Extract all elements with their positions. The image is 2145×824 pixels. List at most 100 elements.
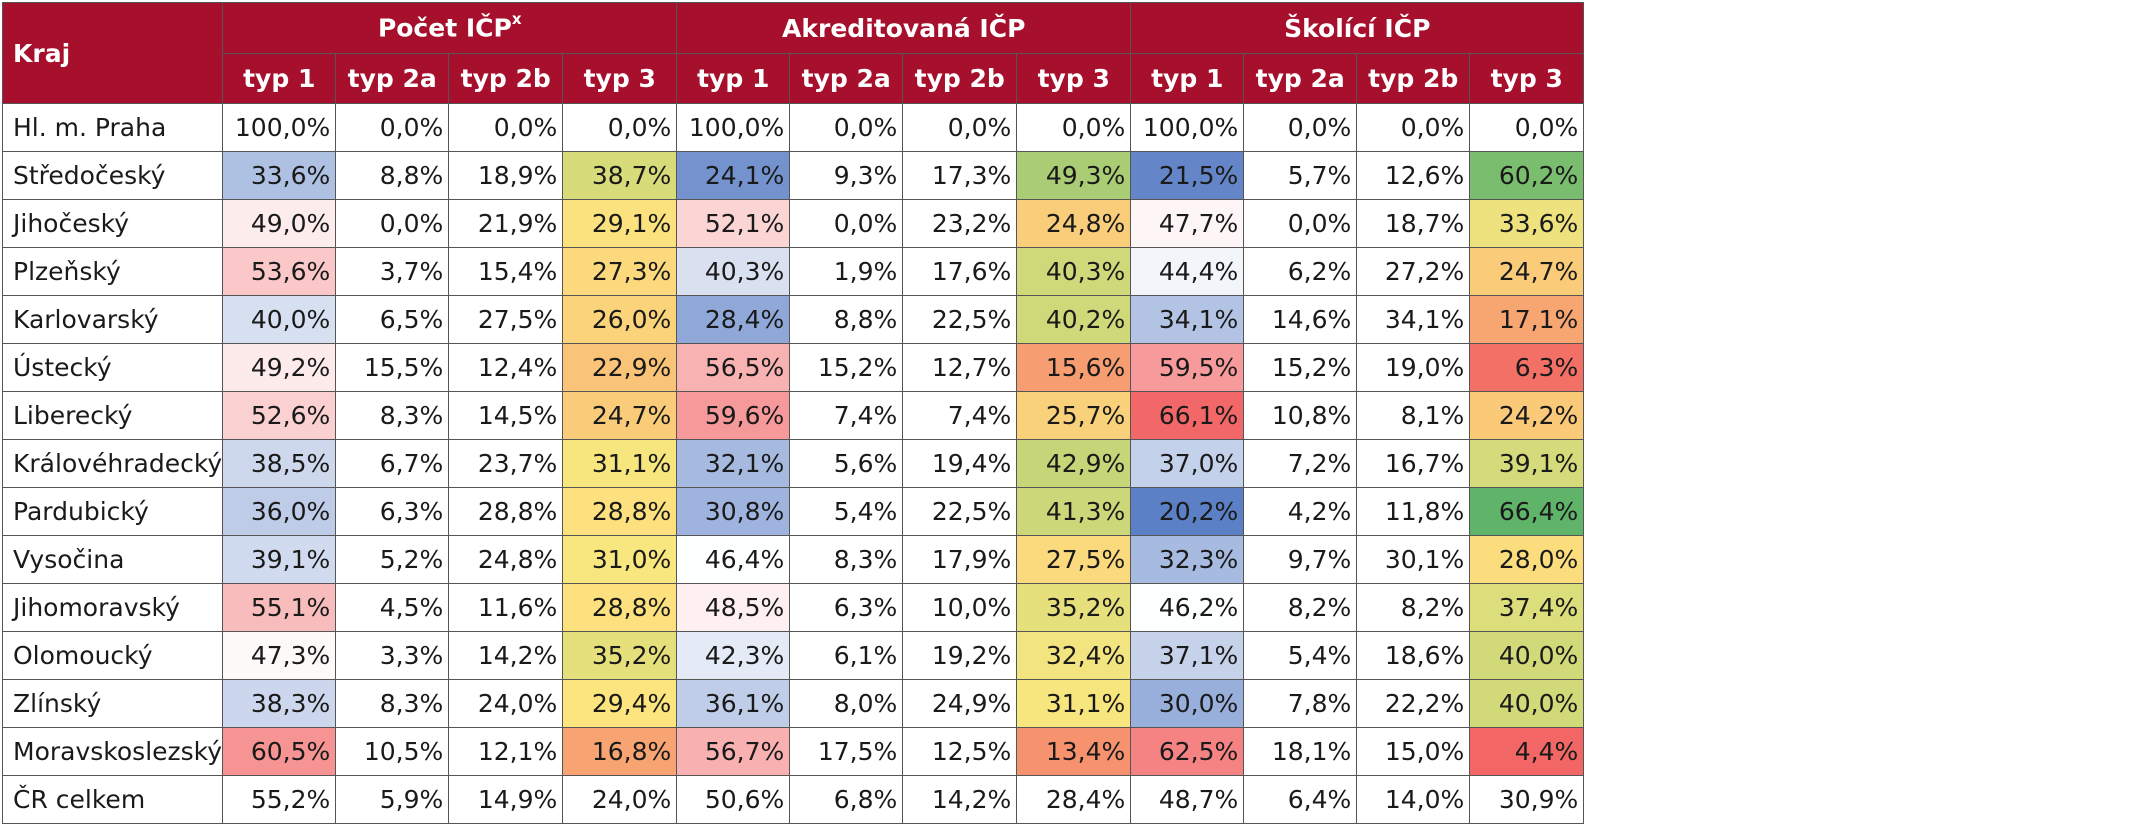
value-cell: 38,5%: [222, 439, 337, 488]
value-cell: 0,0%: [335, 199, 450, 248]
value-cell: 0,0%: [1356, 103, 1471, 152]
value-cell: 56,5%: [676, 343, 791, 392]
value-cell: 8,2%: [1356, 583, 1471, 632]
value-cell: 15,2%: [1243, 343, 1358, 392]
value-cell: 24,0%: [448, 679, 564, 728]
value-cell: 29,4%: [562, 679, 678, 728]
table-row: Hl. m. Praha 100,0% 0,0% 0,0% 0,0% 100,0% 0,0%…: [1, 103, 1585, 152]
value-cell: 28,8%: [562, 487, 678, 536]
column-header: typ 3: [1469, 53, 1585, 104]
table-row: Olomoucký 47,3% 3,3% 14,2% 35,2% 42,3% 6,1% 19,…: [1, 631, 1585, 680]
value-cell: 21,9%: [448, 199, 564, 248]
value-cell: 52,6%: [222, 391, 337, 440]
value-cell: 25,7%: [1016, 391, 1132, 440]
value-cell: 39,1%: [222, 535, 337, 584]
value-cell: 19,4%: [902, 439, 1018, 488]
value-cell: 0,0%: [789, 103, 904, 152]
data-table: Kraj Počet IČPx Akreditovaná IČP Školící…: [1, 2, 1585, 824]
region-cell: Jihomoravský: [1, 583, 224, 632]
table-row: Středočeský 33,6% 8,8% 18,9% 38,7% 24,1% 9,3% 1…: [1, 151, 1585, 200]
value-cell: 17,5%: [789, 727, 904, 776]
value-cell: 31,0%: [562, 535, 678, 584]
value-cell: 3,7%: [335, 247, 450, 296]
value-cell: 37,0%: [1130, 439, 1245, 488]
column-header: typ 2b: [1356, 53, 1471, 104]
value-cell: 11,8%: [1356, 487, 1471, 536]
value-cell: 55,1%: [222, 583, 337, 632]
table-row: Moravskoslezský 60,5% 10,5% 12,1% 16,8% 56,7%…: [1, 727, 1585, 776]
value-cell: 59,6%: [676, 391, 791, 440]
value-cell: 34,1%: [1356, 295, 1471, 344]
value-cell: 28,4%: [676, 295, 791, 344]
value-cell: 9,3%: [789, 151, 904, 200]
value-cell: 56,7%: [676, 727, 791, 776]
value-cell: 18,1%: [1243, 727, 1358, 776]
value-cell: 0,0%: [1016, 103, 1132, 152]
value-cell: 24,1%: [676, 151, 791, 200]
value-cell: 33,6%: [222, 151, 337, 200]
value-cell: 18,9%: [448, 151, 564, 200]
column-header: typ 1: [1130, 53, 1245, 104]
value-cell: 18,7%: [1356, 199, 1471, 248]
value-cell: 23,2%: [902, 199, 1018, 248]
value-cell: 42,9%: [1016, 439, 1132, 488]
value-cell: 4,4%: [1469, 727, 1585, 776]
region-cell: Ústecký: [1, 343, 224, 392]
table-row: Jihočeský 49,0% 0,0% 21,9% 29,1% 52,1% 0,0% 23,…: [1, 199, 1585, 248]
value-cell: 12,1%: [448, 727, 564, 776]
value-cell: 30,8%: [676, 487, 791, 536]
value-cell: 4,5%: [335, 583, 450, 632]
value-cell: 66,1%: [1130, 391, 1245, 440]
column-header: typ 2b: [902, 53, 1018, 104]
value-cell: 0,0%: [1243, 103, 1358, 152]
value-cell: 0,0%: [789, 199, 904, 248]
region-cell: Hl. m. Praha: [1, 103, 224, 152]
value-cell: 47,3%: [222, 631, 337, 680]
value-cell: 42,3%: [676, 631, 791, 680]
region-cell: Karlovarský: [1, 295, 224, 344]
value-cell: 40,2%: [1016, 295, 1132, 344]
value-cell: 100,0%: [676, 103, 791, 152]
group-header-skolici: Školící IČP: [1130, 2, 1585, 54]
value-cell: 6,5%: [335, 295, 450, 344]
value-cell: 8,3%: [335, 391, 450, 440]
value-cell: 8,2%: [1243, 583, 1358, 632]
region-cell: Jihočeský: [1, 199, 224, 248]
value-cell: 30,0%: [1130, 679, 1245, 728]
value-cell: 12,4%: [448, 343, 564, 392]
value-cell: 47,7%: [1130, 199, 1245, 248]
value-cell: 27,3%: [562, 247, 678, 296]
value-cell: 35,2%: [562, 631, 678, 680]
value-cell: 27,2%: [1356, 247, 1471, 296]
group-header-akreditovana: Akreditovaná IČP: [676, 2, 1132, 54]
region-cell: Olomoucký: [1, 631, 224, 680]
value-cell: 6,2%: [1243, 247, 1358, 296]
value-cell: 28,0%: [1469, 535, 1585, 584]
value-cell: 15,0%: [1356, 727, 1471, 776]
column-header: typ 1: [676, 53, 791, 104]
value-cell: 66,4%: [1469, 487, 1585, 536]
value-cell: 8,8%: [789, 295, 904, 344]
region-cell: Středočeský: [1, 151, 224, 200]
value-cell: 40,0%: [1469, 679, 1585, 728]
value-cell: 19,2%: [902, 631, 1018, 680]
value-cell: 33,6%: [1469, 199, 1585, 248]
value-cell: 14,5%: [448, 391, 564, 440]
value-cell: 6,3%: [1469, 343, 1585, 392]
value-cell: 53,6%: [222, 247, 337, 296]
value-cell: 0,0%: [448, 103, 564, 152]
value-cell: 8,1%: [1356, 391, 1471, 440]
value-cell: 20,2%: [1130, 487, 1245, 536]
value-cell: 27,5%: [448, 295, 564, 344]
value-cell: 1,9%: [789, 247, 904, 296]
column-header: typ 2a: [789, 53, 904, 104]
value-cell: 26,0%: [562, 295, 678, 344]
value-cell: 23,7%: [448, 439, 564, 488]
value-cell: 52,1%: [676, 199, 791, 248]
value-cell: 22,2%: [1356, 679, 1471, 728]
value-cell: 6,7%: [335, 439, 450, 488]
value-cell: 0,0%: [1243, 199, 1358, 248]
value-cell: 24,2%: [1469, 391, 1585, 440]
value-cell: 34,1%: [1130, 295, 1245, 344]
column-header: typ 2a: [335, 53, 450, 104]
